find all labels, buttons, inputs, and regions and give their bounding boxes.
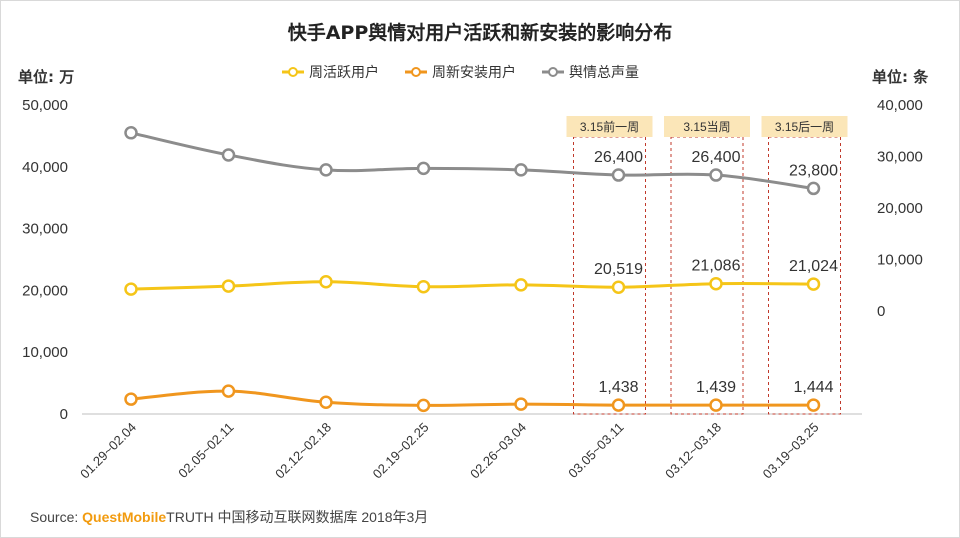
left-tick-label: 50,000 bbox=[22, 97, 68, 114]
series-line-weekly-install bbox=[130, 389, 814, 407]
legend-item-weekly-active: 周活跃用户 bbox=[282, 62, 379, 82]
highlight-tag-label: 3.15后一周 bbox=[775, 120, 834, 134]
highlight-tag-label: 3.15前一周 bbox=[580, 119, 639, 134]
data-point-weekly-active bbox=[319, 274, 333, 289]
data-point-weekly-active bbox=[416, 279, 431, 294]
chart-title: 快手APP舆情对用户活跃和新安装的影响分布 bbox=[287, 22, 673, 44]
data-point-sentiment-volume bbox=[221, 148, 236, 162]
right-tick-label: 40,000 bbox=[877, 97, 923, 114]
left-tick-label: 10,000 bbox=[22, 344, 68, 361]
x-tick-label: 02.19~02.25 bbox=[370, 420, 432, 482]
x-tick-label: 03.19~03.25 bbox=[760, 420, 822, 482]
highlight-box bbox=[670, 136, 744, 415]
x-tick-label: 02.26~03.04 bbox=[467, 420, 529, 482]
right-tick-label: 0 bbox=[877, 303, 885, 320]
data-point-weekly-active bbox=[514, 278, 528, 292]
data-point-weekly-active bbox=[611, 280, 626, 294]
legend-swatch-weekly-install bbox=[405, 67, 427, 77]
legend-label-sentiment-volume: 舆情总声量 bbox=[569, 65, 639, 81]
highlight-tag-label: 3.15当周 bbox=[683, 120, 730, 134]
data-label-sentiment-volume: 26,400 bbox=[692, 149, 741, 166]
series-line-weekly-active bbox=[130, 280, 814, 291]
left-tick-label: 20,000 bbox=[22, 282, 68, 299]
x-tick-label: 02.12~02.18 bbox=[272, 420, 334, 482]
x-tick-label: 03.12~03.18 bbox=[662, 420, 724, 482]
highlight-tag-bg bbox=[761, 116, 848, 137]
data-point-sentiment-volume bbox=[611, 168, 626, 182]
data-point-weekly-install bbox=[806, 398, 821, 412]
data-point-weekly-active bbox=[124, 282, 138, 296]
legend-swatch-sentiment-volume bbox=[542, 67, 564, 77]
data-label-weekly-active: 21,024 bbox=[789, 258, 838, 275]
data-point-weekly-install bbox=[514, 397, 528, 411]
source-note: Source: QuestMobileTRUTH 中国移动互联网数据库 2018… bbox=[30, 507, 428, 527]
source-text: TRUTH 中国移动互联网数据库 2018年3月 bbox=[166, 509, 429, 525]
data-point-weekly-active bbox=[709, 276, 723, 291]
data-point-sentiment-volume bbox=[319, 163, 333, 177]
data-point-sentiment-volume bbox=[709, 168, 723, 182]
data-label-sentiment-volume: 23,800 bbox=[789, 162, 838, 179]
data-label-sentiment-volume: 26,400 bbox=[594, 149, 643, 166]
x-tick-label: 03.05~03.11 bbox=[565, 420, 626, 481]
data-point-weekly-install bbox=[319, 395, 333, 410]
legend-item-sentiment-volume: 舆情总声量 bbox=[542, 62, 639, 82]
left-axis-unit: 单位: 万 bbox=[18, 68, 75, 86]
data-label-weekly-install: 1,439 bbox=[696, 379, 736, 396]
data-point-sentiment-volume bbox=[514, 163, 528, 177]
highlight-tag-bg bbox=[566, 116, 653, 137]
data-point-weekly-active bbox=[806, 277, 821, 291]
data-point-weekly-install bbox=[124, 392, 138, 406]
x-tick-label: 02.05~02.11 bbox=[175, 420, 236, 481]
data-label-weekly-active: 21,086 bbox=[692, 258, 741, 275]
right-tick-label: 10,000 bbox=[877, 252, 923, 269]
data-point-weekly-install bbox=[709, 398, 723, 412]
right-axis-unit: 单位: 条 bbox=[872, 68, 929, 86]
data-point-weekly-active bbox=[221, 279, 236, 293]
data-label-weekly-install: 1,444 bbox=[793, 379, 833, 396]
left-tick-label: 30,000 bbox=[22, 221, 68, 238]
legend-label-weekly-install: 周新安装用户 bbox=[432, 65, 516, 81]
right-tick-label: 20,000 bbox=[877, 200, 923, 217]
left-tick-label: 0 bbox=[60, 406, 68, 423]
legend-label-weekly-active: 周活跃用户 bbox=[309, 65, 379, 81]
data-point-sentiment-volume bbox=[124, 126, 138, 140]
right-tick-label: 30,000 bbox=[877, 149, 923, 166]
legend-item-weekly-install: 周新安装用户 bbox=[405, 62, 516, 82]
data-point-weekly-install bbox=[611, 398, 626, 412]
source-prefix: Source: bbox=[30, 509, 79, 525]
highlight-tag-bg bbox=[664, 116, 750, 137]
legend-swatch-weekly-active bbox=[282, 67, 304, 77]
x-tick-label: 01.29~02.04 bbox=[77, 420, 139, 482]
data-point-weekly-install bbox=[221, 384, 236, 398]
left-tick-label: 40,000 bbox=[22, 159, 68, 176]
data-point-sentiment-volume bbox=[806, 181, 821, 196]
data-label-weekly-install: 1,438 bbox=[598, 379, 638, 396]
data-point-weekly-install bbox=[416, 398, 431, 413]
data-point-sentiment-volume bbox=[416, 161, 431, 176]
questmobile-brand: QuestMobile bbox=[82, 509, 167, 525]
legend: 周活跃用户 周新安装用户 舆情总声量 bbox=[282, 62, 639, 82]
data-label-weekly-active: 20,519 bbox=[594, 261, 643, 278]
